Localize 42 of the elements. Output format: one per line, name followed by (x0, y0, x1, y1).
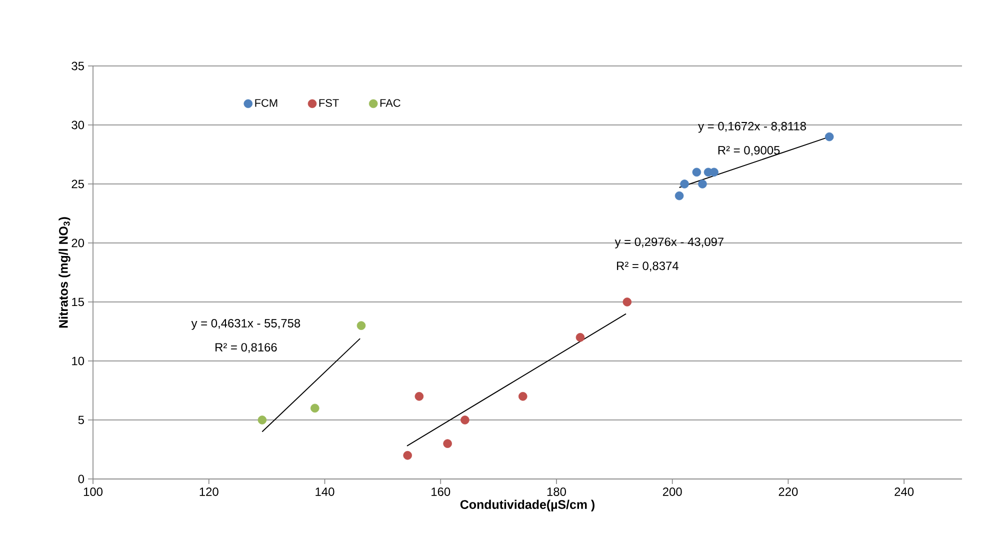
legend-label: FST (319, 99, 339, 107)
annotation: R² = 0,8374 (617, 262, 678, 272)
y-tick-label: 5 (78, 416, 84, 424)
legend-label: FCM (255, 99, 278, 107)
point (356, 321, 366, 330)
y-tick-label: 35 (72, 62, 84, 70)
point (460, 416, 470, 424)
y-tick-label: 0 (78, 474, 84, 484)
y-tick-label: 15 (72, 298, 84, 306)
point (692, 168, 702, 177)
point (680, 180, 689, 188)
x-axis-title: Condutividade(µS/cm ) (460, 500, 594, 512)
point (443, 439, 452, 448)
point (824, 132, 834, 142)
point (258, 416, 267, 424)
y-tick-label: 10 (72, 356, 84, 366)
x-tick-label: 100 (84, 488, 103, 496)
x-tick-label: 240 (894, 488, 914, 496)
point (518, 392, 528, 401)
point (674, 191, 684, 200)
annotation: R² = 0,8166 (216, 343, 277, 353)
point (403, 450, 412, 460)
annotation: y = 0,1672x - 8,8118 (698, 122, 806, 133)
y-axis-title: Nitratos (mg/l NO$_{3}$) (58, 217, 70, 328)
annotation: R² = 0,9005 (718, 146, 780, 156)
x-tick-label: 140 (316, 488, 334, 496)
y-tick-label: 30 (72, 120, 84, 130)
legend-label: FAC (380, 99, 400, 107)
point (310, 404, 320, 413)
x-tick-label: 120 (200, 488, 218, 496)
point (414, 392, 424, 401)
annotation: y = 0,4631x - 55,758 (191, 318, 300, 330)
x-tick-label: 220 (778, 488, 798, 496)
y-tick-label: 20 (72, 238, 84, 248)
annotation: y = 0,2976x - 43,097 (614, 238, 724, 248)
point (698, 180, 707, 188)
x-tick-label: 200 (662, 488, 682, 496)
x-tick-label: 160 (432, 488, 450, 496)
x-tick-label: 180 (547, 488, 566, 496)
point (622, 298, 632, 306)
point (576, 332, 585, 342)
y-tick-label: 25 (72, 180, 84, 188)
